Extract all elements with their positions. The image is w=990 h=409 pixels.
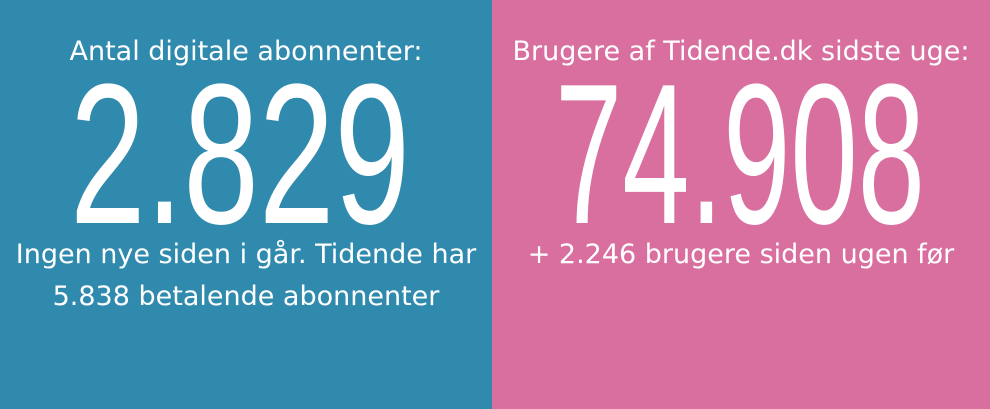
panel-value: 2.829 (70, 43, 410, 266)
panel-background (492, 0, 990, 409)
panel-label: Antal digitale abonnenter: (70, 36, 423, 67)
panel-note: + 2.246 brugere siden ugen før (528, 239, 955, 270)
panel-label: Brugere af Tidende.dk sidste uge: (512, 36, 969, 67)
panel-note: 5.838 betalende abonnenter (53, 281, 441, 312)
panel-value: 74.908 (555, 43, 925, 266)
panel-background (0, 0, 492, 409)
panel-note: Ingen nye siden i går. Tidende har (16, 239, 477, 270)
